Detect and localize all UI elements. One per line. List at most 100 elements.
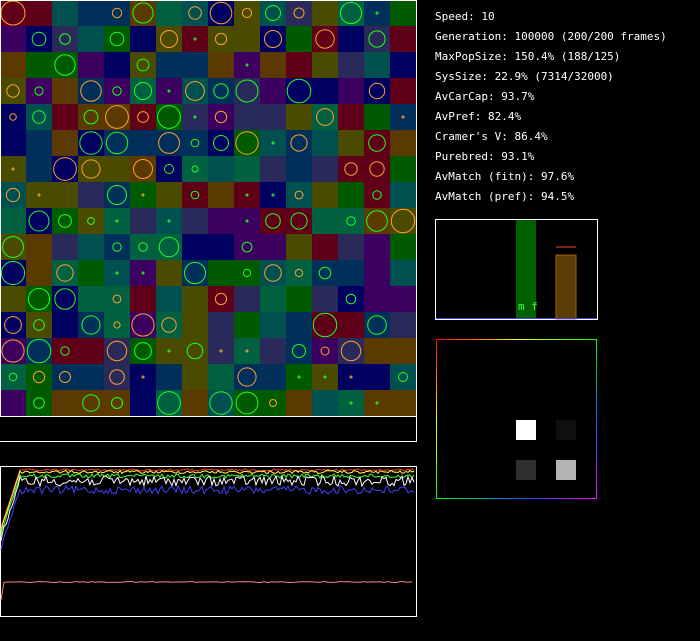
organism <box>31 31 47 47</box>
cell <box>156 338 182 364</box>
cell <box>156 130 182 156</box>
matrix-cell <box>556 420 576 440</box>
organism <box>80 80 102 102</box>
cell <box>26 390 52 416</box>
cell <box>78 0 104 26</box>
organism <box>265 5 281 21</box>
organism <box>315 29 335 49</box>
cell <box>104 78 130 104</box>
cell <box>390 364 416 390</box>
cell <box>286 78 312 104</box>
organism <box>292 344 306 358</box>
cell <box>130 130 156 156</box>
organism <box>264 264 282 282</box>
organism <box>141 271 145 275</box>
cell <box>286 182 312 208</box>
cell <box>338 390 364 416</box>
cell <box>156 234 182 260</box>
organism <box>115 219 119 223</box>
cell <box>234 234 260 260</box>
cell <box>0 104 26 130</box>
organism <box>190 138 200 148</box>
organism <box>1 339 25 363</box>
cell <box>156 312 182 338</box>
cell <box>0 286 26 312</box>
cell <box>52 286 78 312</box>
cell <box>182 208 208 234</box>
organism <box>245 219 249 223</box>
organism <box>316 108 334 126</box>
cell <box>182 390 208 416</box>
cell <box>312 234 338 260</box>
cell <box>390 130 416 156</box>
cell <box>234 0 260 26</box>
cell <box>208 234 234 260</box>
organism <box>81 159 101 179</box>
cell <box>364 104 390 130</box>
organism <box>133 159 153 179</box>
cell <box>260 390 286 416</box>
cell <box>364 260 390 286</box>
cell <box>286 338 312 364</box>
cell <box>286 234 312 260</box>
cell <box>52 338 78 364</box>
cell <box>52 312 78 338</box>
cell <box>156 104 182 130</box>
cell <box>52 156 78 182</box>
cell <box>364 156 390 182</box>
cell <box>78 364 104 390</box>
cell <box>234 182 260 208</box>
cell <box>104 286 130 312</box>
cell <box>78 130 104 156</box>
organism <box>112 242 122 252</box>
cell <box>52 52 78 78</box>
cell <box>78 390 104 416</box>
organism <box>185 81 205 101</box>
organism <box>312 312 338 338</box>
organism <box>8 372 18 382</box>
cell <box>390 208 416 234</box>
cell <box>130 0 156 26</box>
organism <box>167 89 171 93</box>
cell <box>286 312 312 338</box>
stat-line: Cramer's V: 86.4% <box>435 130 548 143</box>
cell <box>208 104 234 130</box>
cell <box>312 52 338 78</box>
cell <box>390 312 416 338</box>
organism <box>219 349 223 353</box>
cell <box>52 260 78 286</box>
cell <box>104 104 130 130</box>
cell <box>0 52 26 78</box>
stat-line: SysSize: 22.9% (7314/32000) <box>435 70 614 83</box>
cell <box>312 182 338 208</box>
history-lines <box>0 468 415 601</box>
organism <box>235 131 259 155</box>
cell <box>338 208 364 234</box>
organism <box>111 397 123 409</box>
cell <box>364 208 390 234</box>
organism <box>54 54 76 76</box>
cell <box>390 52 416 78</box>
organism <box>209 391 233 415</box>
cell <box>130 104 156 130</box>
organism <box>136 58 150 72</box>
organism <box>323 375 327 379</box>
organism <box>0 260 26 286</box>
organism <box>193 37 197 41</box>
matrix-cell <box>516 420 536 440</box>
cell <box>390 234 416 260</box>
organism <box>111 7 123 19</box>
organism <box>269 399 277 407</box>
organism <box>141 193 145 197</box>
cell <box>364 286 390 312</box>
organism <box>320 346 330 356</box>
cell <box>390 26 416 52</box>
cell <box>234 312 260 338</box>
organism <box>209 1 233 25</box>
histogram-bar <box>516 220 536 319</box>
cell <box>130 78 156 104</box>
cell <box>208 338 234 364</box>
cell <box>338 0 364 26</box>
organism <box>349 375 353 379</box>
